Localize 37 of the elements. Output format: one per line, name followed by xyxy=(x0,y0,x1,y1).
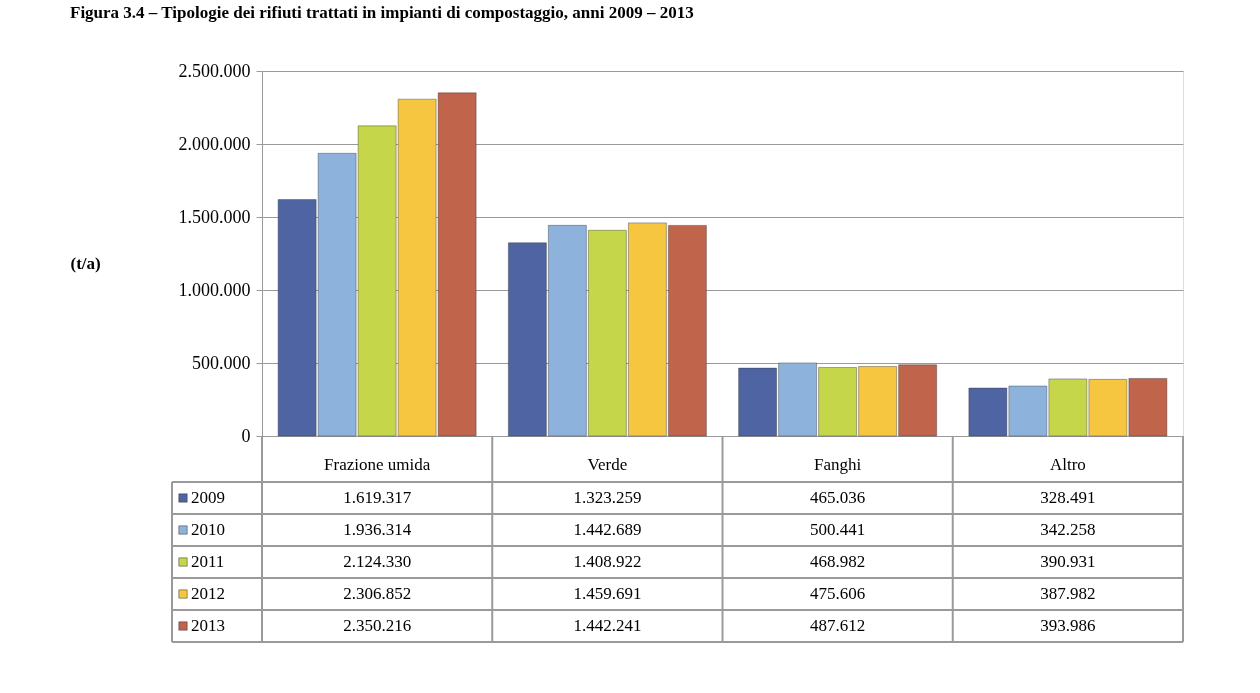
y-axis-title: (t/a) xyxy=(70,253,101,273)
chart-title: Figura 3.4 – Tipologie dei rifiuti trattati in impianti di compostaggio, anni 2009 – 2013 xyxy=(70,3,694,22)
y-tick-label: 500.000 xyxy=(192,352,251,373)
data-label: 1.619.317 xyxy=(343,488,412,507)
data-label: 387.982 xyxy=(1040,584,1096,603)
y-tick-label: 2.500.000 xyxy=(178,60,251,81)
data-label: 1.323.259 xyxy=(573,488,642,507)
data-label: 468.982 xyxy=(810,552,866,571)
legend-label: 2013 xyxy=(191,616,225,635)
data-label: 1.936.314 xyxy=(343,520,412,539)
data-label: 465.036 xyxy=(810,488,866,507)
data-label: 390.931 xyxy=(1040,552,1096,571)
legend-label: 2011 xyxy=(191,552,225,571)
data-label: 1.442.689 xyxy=(573,520,642,539)
data-label: 1.442.241 xyxy=(573,616,642,635)
data-label: 2.124.330 xyxy=(343,552,412,571)
legend-label: 2012 xyxy=(191,584,225,603)
x-tick-label: Frazione umida xyxy=(324,454,431,474)
x-tick-label: Fanghi xyxy=(814,454,862,474)
data-label: 475.606 xyxy=(810,584,866,603)
data-label: 393.986 xyxy=(1040,616,1096,635)
y-tick-label: 1.500.000 xyxy=(178,206,251,227)
data-label: 342.258 xyxy=(1040,520,1096,539)
legend-label: 2010 xyxy=(191,520,225,539)
y-tick-label: 0 xyxy=(241,425,251,446)
x-tick-label: Altro xyxy=(1049,454,1086,474)
data-label: 500.441 xyxy=(810,520,866,539)
y-tick-label: 1.000.000 xyxy=(178,279,251,300)
data-label: 1.408.922 xyxy=(573,552,642,571)
x-tick-label: Verde xyxy=(587,454,628,474)
data-label: 328.491 xyxy=(1040,488,1096,507)
data-label: 487.612 xyxy=(810,616,866,635)
data-label: 2.350.216 xyxy=(343,616,412,635)
y-tick-label: 2.000.000 xyxy=(178,133,251,154)
data-label: 2.306.852 xyxy=(343,584,412,603)
legend-label: 2009 xyxy=(191,488,225,507)
data-label: 1.459.691 xyxy=(573,584,642,603)
